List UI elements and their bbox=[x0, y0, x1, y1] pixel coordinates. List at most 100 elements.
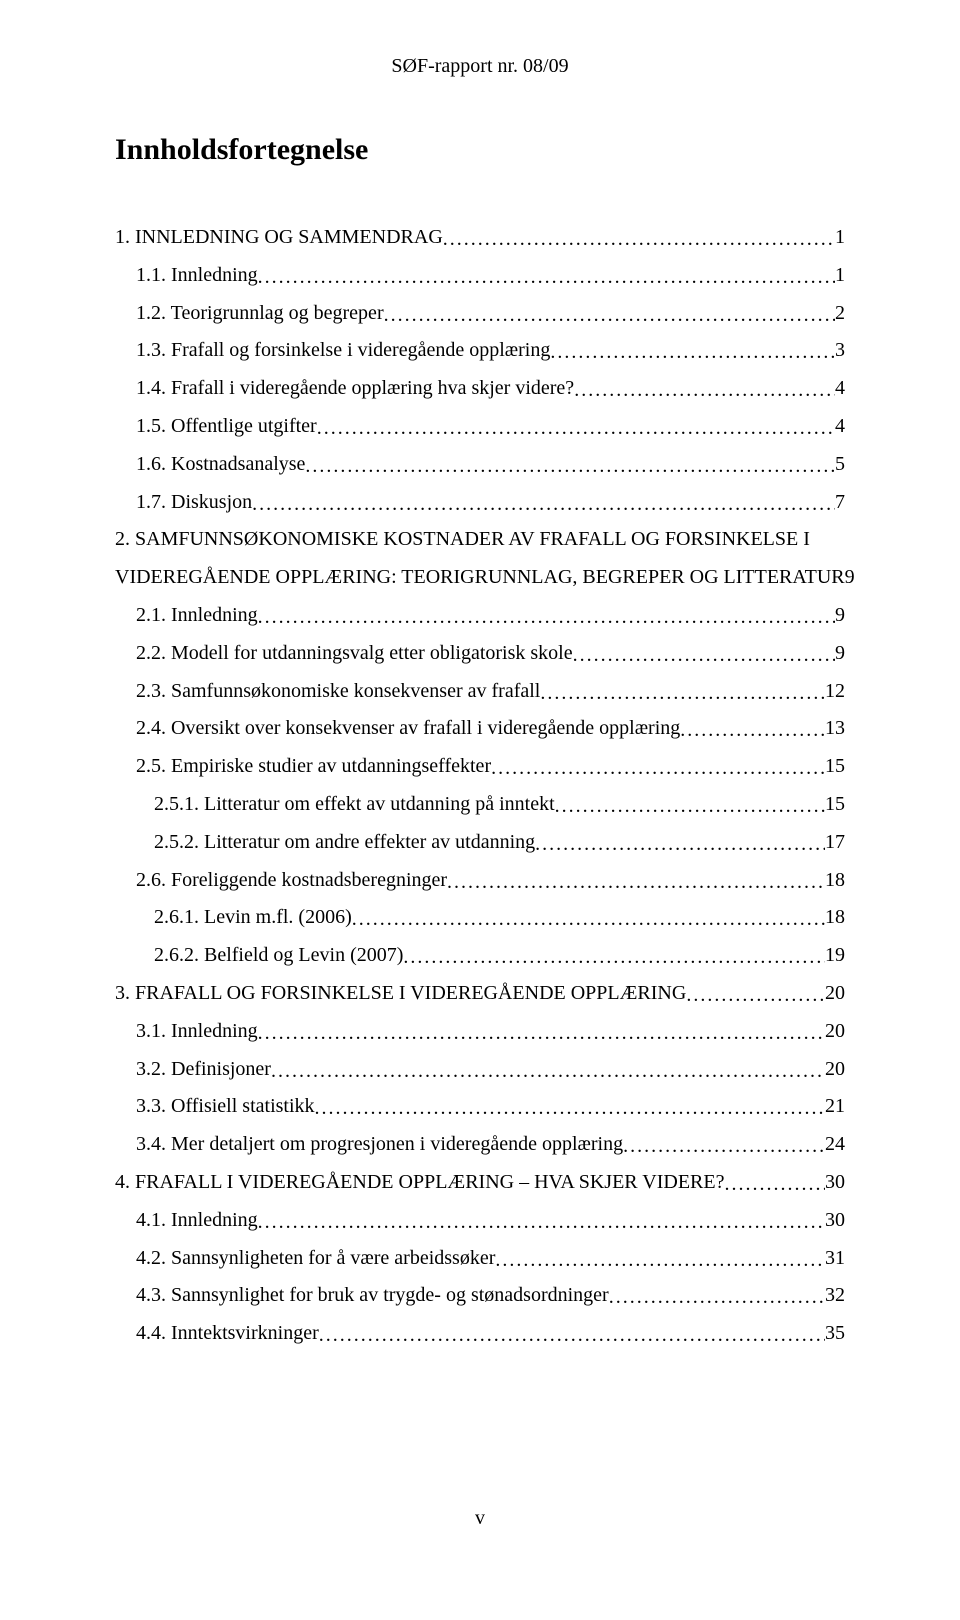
toc-label: 2.5. Empiriske studier av utdanningseffe… bbox=[136, 756, 491, 776]
toc-page-number: 30 bbox=[825, 1172, 845, 1192]
toc-label: 4.3. Sannsynlighet for bruk av trygde- o… bbox=[136, 1285, 609, 1305]
toc-entry: 3.4. Mer detaljert om progresjonen i vid… bbox=[115, 1134, 845, 1154]
toc-entry: 1.7. Diskusjon 7 bbox=[115, 492, 845, 512]
toc-label: 4.1. Innledning bbox=[136, 1210, 258, 1230]
toc-label: 3.3. Offisiell statistikk bbox=[136, 1096, 315, 1116]
toc-leader-dots bbox=[443, 229, 835, 249]
toc-leader-dots bbox=[352, 909, 825, 929]
toc-entry: 3.3. Offisiell statistikk21 bbox=[115, 1096, 845, 1116]
toc-page-number: 20 bbox=[825, 1059, 845, 1079]
toc-page-number: 20 bbox=[825, 983, 845, 1003]
toc-leader-dots bbox=[555, 796, 825, 816]
toc-entry: 1.3. Frafall og forsinkelse i videregåen… bbox=[115, 340, 845, 360]
toc-leader-dots bbox=[724, 1174, 825, 1194]
toc-leader-dots bbox=[403, 947, 825, 967]
toc-leader-dots bbox=[305, 456, 835, 476]
toc-leader-dots bbox=[680, 720, 825, 740]
toc-label: 1.7. Diskusjon bbox=[136, 492, 252, 512]
toc-leader-dots bbox=[317, 418, 835, 438]
toc-page-number: 31 bbox=[825, 1248, 845, 1268]
toc-page-number: 19 bbox=[825, 945, 845, 965]
toc-entry: VIDEREGÅENDE OPPLÆRING: TEORIGRUNNLAG, B… bbox=[115, 567, 845, 587]
toc-label: 4.2. Sannsynligheten for å være arbeidss… bbox=[136, 1248, 495, 1268]
toc-page-number: 32 bbox=[825, 1285, 845, 1305]
toc-page-number: 30 bbox=[825, 1210, 845, 1230]
toc-entry: 2.6. Foreliggende kostnadsberegninger18 bbox=[115, 870, 845, 890]
toc-page-number: 15 bbox=[825, 756, 845, 776]
toc-page-number: 12 bbox=[825, 681, 845, 701]
toc-label: 2.4. Oversikt over konsekvenser av frafa… bbox=[136, 718, 680, 738]
toc-page-number: 18 bbox=[825, 907, 845, 927]
toc-label: 1.2. Teorigrunnlag og begreper bbox=[136, 303, 384, 323]
toc-label: 2. SAMFUNNSØKONOMISKE KOSTNADER AV FRAFA… bbox=[115, 529, 810, 549]
toc-page-number: 4 bbox=[835, 378, 845, 398]
toc-entry: 2.3. Samfunnsøkonomiske konsekvenser av … bbox=[115, 681, 845, 701]
page-number-footer: v bbox=[0, 1507, 960, 1530]
toc-leader-dots bbox=[535, 834, 825, 854]
toc-leader-dots bbox=[258, 1023, 825, 1043]
toc-entry: 4.2. Sannsynligheten for å være arbeidss… bbox=[115, 1248, 845, 1268]
toc-entry: 2.5. Empiriske studier av utdanningseffe… bbox=[115, 756, 845, 776]
toc-leader-dots bbox=[258, 1212, 825, 1232]
toc-label: 2.6.1. Levin m.fl. (2006) bbox=[154, 907, 352, 927]
toc-label: 3. FRAFALL OG FORSINKELSE I VIDEREGÅENDE… bbox=[115, 983, 686, 1003]
toc-entry: 2.2. Modell for utdanningsvalg etter obl… bbox=[115, 643, 845, 663]
toc-entry: 4.4. Inntektsvirkninger35 bbox=[115, 1323, 845, 1343]
toc-label: 3.2. Definisjoner bbox=[136, 1059, 271, 1079]
toc-label: 4. FRAFALL I VIDEREGÅENDE OPPLÆRING – HV… bbox=[115, 1172, 724, 1192]
toc-page-number: 3 bbox=[835, 340, 845, 360]
toc-entry: 4. FRAFALL I VIDEREGÅENDE OPPLÆRING – HV… bbox=[115, 1172, 845, 1192]
toc-leader-dots bbox=[258, 267, 835, 287]
toc-label: 1. INNLEDNING OG SAMMENDRAG bbox=[115, 227, 443, 247]
toc-leader-dots bbox=[491, 758, 825, 778]
toc-leader-dots bbox=[271, 1061, 825, 1081]
toc-leader-dots bbox=[319, 1325, 825, 1345]
toc-page-number: 1 bbox=[835, 265, 845, 285]
toc-page-number: 15 bbox=[825, 794, 845, 814]
toc-label: 2.6.2. Belfield og Levin (2007) bbox=[154, 945, 403, 965]
toc-leader-dots bbox=[550, 342, 835, 362]
toc-entry: 1.5. Offentlige utgifter 4 bbox=[115, 416, 845, 436]
toc-leader-dots bbox=[252, 494, 835, 514]
toc-leader-dots bbox=[574, 380, 835, 400]
toc-label: 1.1. Innledning bbox=[136, 265, 258, 285]
toc-label: 1.6. Kostnadsanalyse bbox=[136, 454, 305, 474]
toc-page-number: 20 bbox=[825, 1021, 845, 1041]
toc-leader-dots bbox=[609, 1287, 825, 1307]
toc-page-number: 9 bbox=[835, 605, 845, 625]
toc-entry: 2. SAMFUNNSØKONOMISKE KOSTNADER AV FRAFA… bbox=[115, 529, 845, 549]
toc-label: 3.1. Innledning bbox=[136, 1021, 258, 1041]
toc-page-number: 17 bbox=[825, 832, 845, 852]
toc-label: 2.5.1. Litteratur om effekt av utdanning… bbox=[154, 794, 555, 814]
toc-label: 1.5. Offentlige utgifter bbox=[136, 416, 317, 436]
toc-label: 2.2. Modell for utdanningsvalg etter obl… bbox=[136, 643, 573, 663]
toc-entry: 2.4. Oversikt over konsekvenser av frafa… bbox=[115, 718, 845, 738]
toc-label: 1.3. Frafall og forsinkelse i videregåen… bbox=[136, 340, 550, 360]
toc-leader-dots bbox=[623, 1136, 825, 1156]
toc-leader-dots bbox=[315, 1098, 825, 1118]
toc-entry: 1.1. Innledning 1 bbox=[115, 265, 845, 285]
toc-label: 2.5.2. Litteratur om andre effekter av u… bbox=[154, 832, 535, 852]
toc-leader-dots bbox=[447, 872, 825, 892]
toc-page-number: 2 bbox=[835, 303, 845, 323]
toc-leader-dots bbox=[384, 305, 835, 325]
toc-entry: 3.1. Innledning 20 bbox=[115, 1021, 845, 1041]
toc-page-number: 1 bbox=[835, 227, 845, 247]
toc-page-number: 7 bbox=[835, 492, 845, 512]
toc-label: 3.4. Mer detaljert om progresjonen i vid… bbox=[136, 1134, 623, 1154]
toc-label: 2.6. Foreliggende kostnadsberegninger bbox=[136, 870, 447, 890]
toc-entry: 2.5.2. Litteratur om andre effekter av u… bbox=[115, 832, 845, 852]
toc-page-number: 9 bbox=[845, 567, 855, 587]
toc-entry: 4.3. Sannsynlighet for bruk av trygde- o… bbox=[115, 1285, 845, 1305]
toc-entry: 4.1. Innledning 30 bbox=[115, 1210, 845, 1230]
toc-leader-dots bbox=[540, 683, 825, 703]
toc-entry: 1.4. Frafall i videregående opplæring hv… bbox=[115, 378, 845, 398]
page-title: Innholdsfortegnelse bbox=[115, 133, 845, 167]
toc-entry: 2.6.2. Belfield og Levin (2007) 19 bbox=[115, 945, 845, 965]
toc-entry: 3. FRAFALL OG FORSINKELSE I VIDEREGÅENDE… bbox=[115, 983, 845, 1003]
toc-leader-dots bbox=[258, 607, 835, 627]
toc-page-number: 9 bbox=[835, 643, 845, 663]
toc-page-number: 4 bbox=[835, 416, 845, 436]
toc-page-number: 13 bbox=[825, 718, 845, 738]
toc-page-number: 35 bbox=[825, 1323, 845, 1343]
